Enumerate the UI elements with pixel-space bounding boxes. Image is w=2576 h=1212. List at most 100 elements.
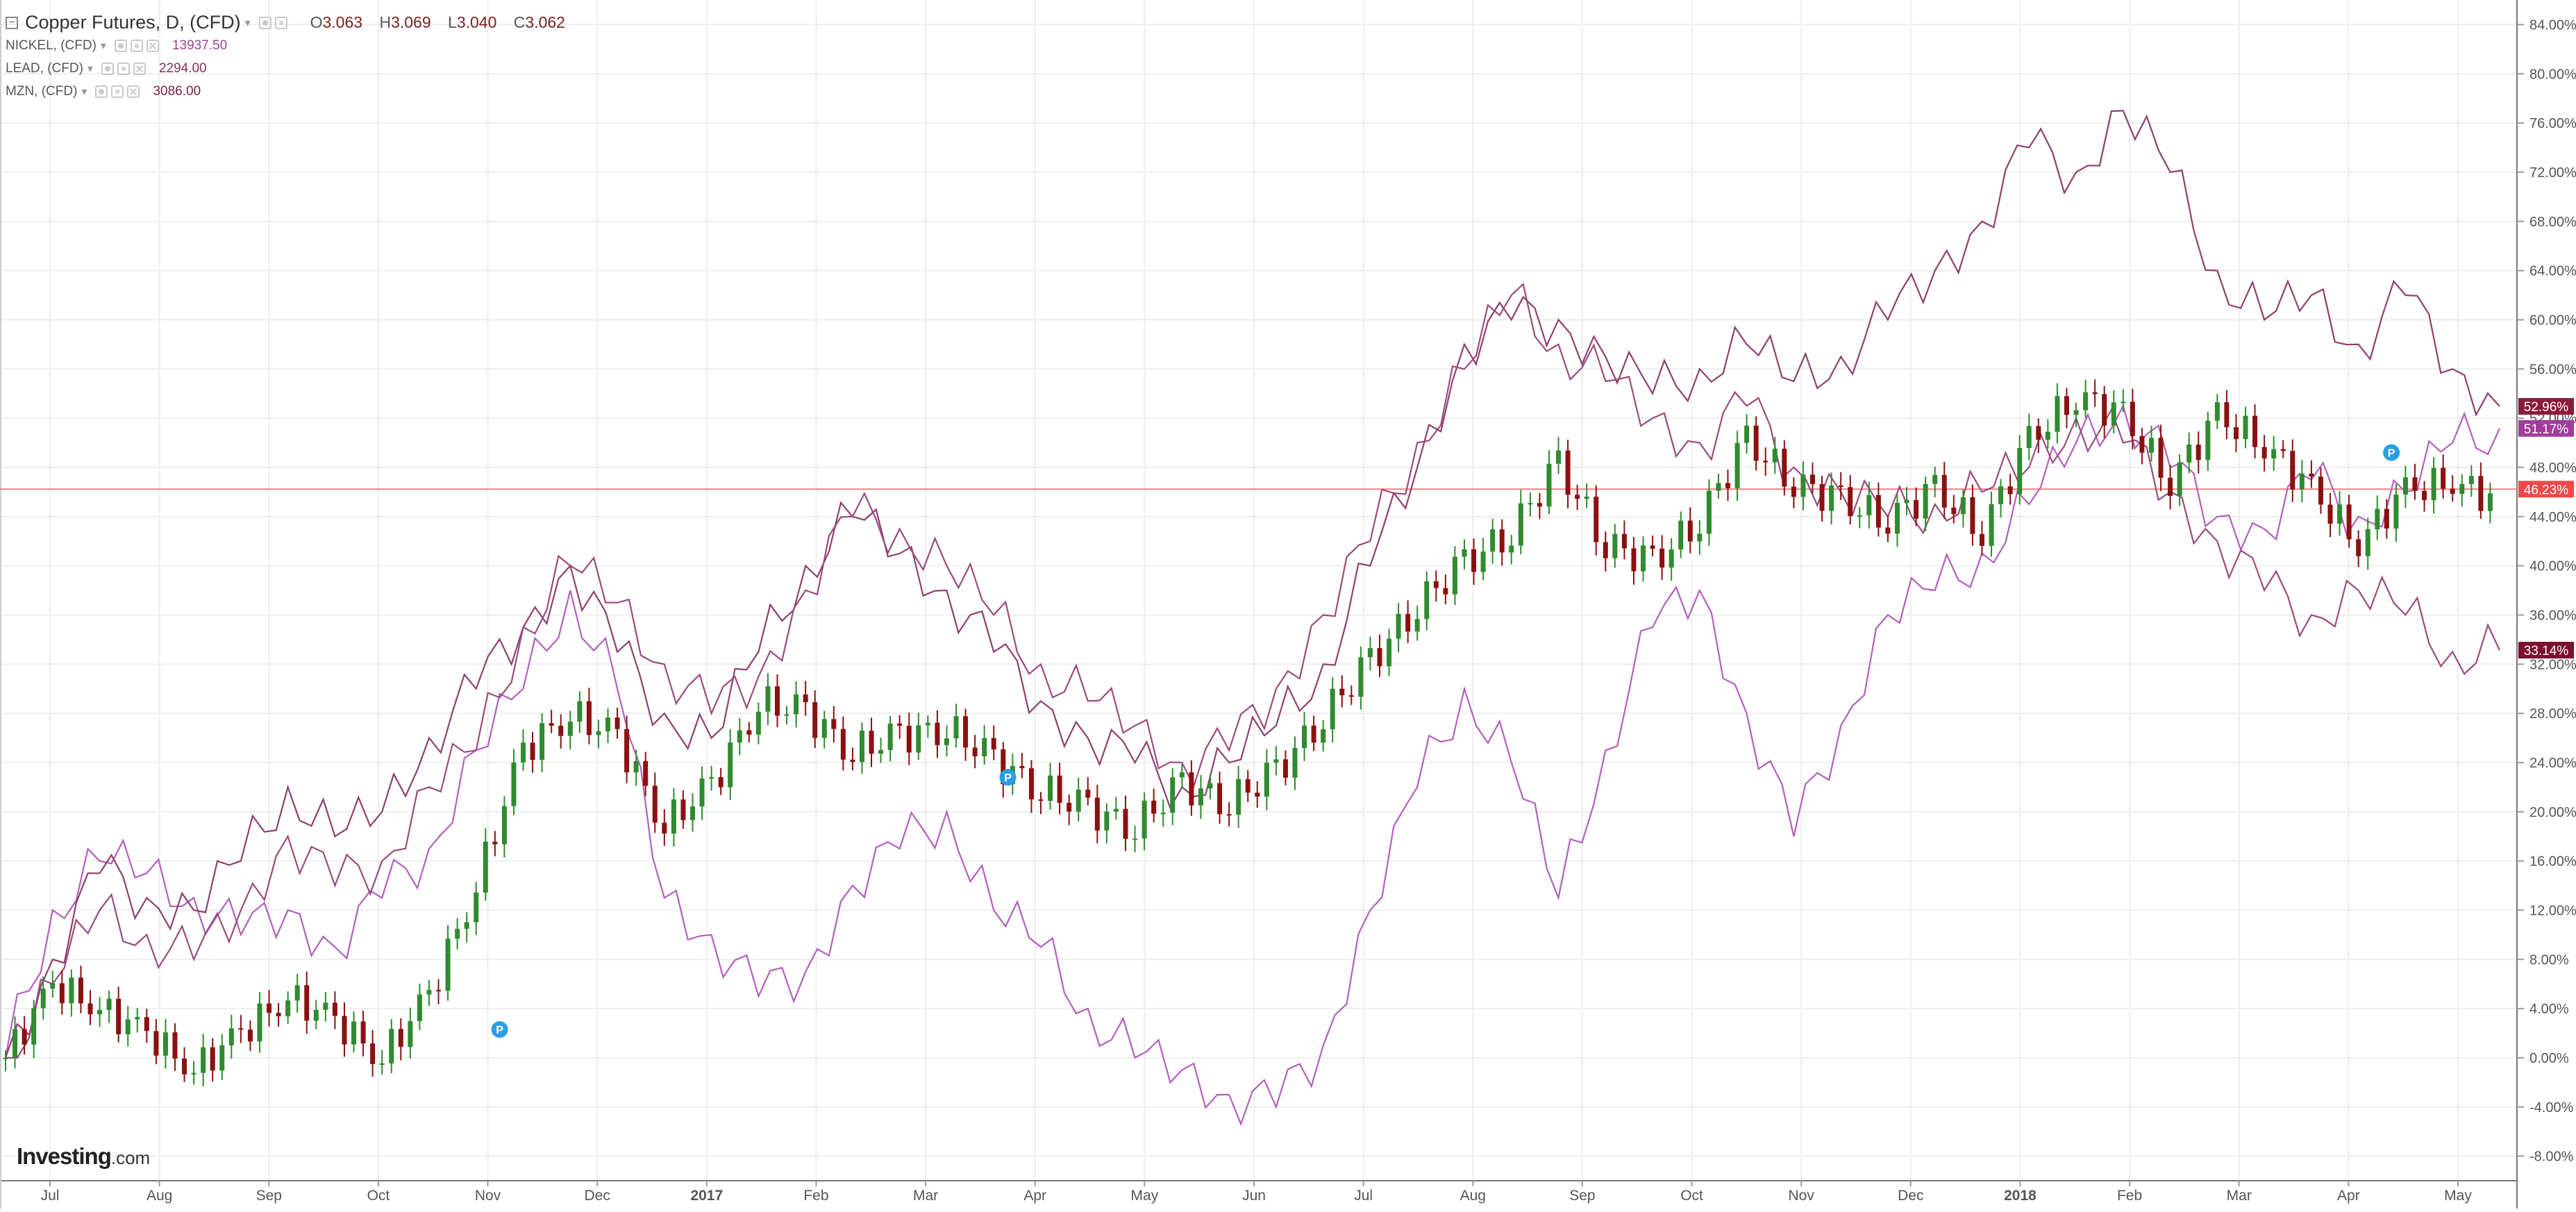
eye-icon[interactable]	[258, 16, 271, 29]
x-tick-label: Feb	[803, 1188, 828, 1204]
candle-down	[1875, 495, 1881, 528]
candle-up	[1330, 688, 1335, 729]
lead-symbol-label[interactable]: LEAD, (CFD)	[6, 60, 83, 76]
gear-icon[interactable]	[111, 85, 124, 98]
candle-up	[1857, 515, 1862, 517]
x-tick-label: Apr	[1023, 1188, 1046, 1204]
candle-up	[219, 1045, 225, 1071]
candle-down	[1941, 474, 1947, 508]
y-tick-label: 4.00%	[2529, 1002, 2569, 1017]
candle-up	[1829, 485, 1834, 511]
eye-icon[interactable]	[101, 62, 114, 75]
candle-down	[1094, 797, 1100, 831]
candle-down	[87, 1003, 93, 1015]
legend-row-lead: LEAD, (CFD) ▾ 2294.00	[6, 57, 565, 80]
candle-down	[624, 729, 630, 772]
candle-down	[614, 717, 620, 729]
candle-up	[351, 1021, 357, 1045]
candle-up	[689, 806, 695, 820]
candle-up	[1584, 497, 1589, 499]
legend-row-mzn: MZN, (CFD) ▾ 3086.00	[6, 80, 565, 103]
y-tick-label: 12.00%	[2529, 903, 2576, 918]
candle-up	[728, 742, 733, 788]
candle-up	[2148, 438, 2154, 453]
gear-icon[interactable]	[274, 16, 287, 29]
gear-icon[interactable]	[117, 62, 130, 75]
price-label-bg	[2518, 420, 2574, 437]
candle-down	[1621, 533, 1627, 549]
candle-down	[1565, 450, 1571, 495]
collapse-icon[interactable]: −	[6, 16, 18, 29]
candle-down	[2327, 504, 2333, 524]
x-tick-label: Mar	[913, 1188, 938, 1204]
candle-up	[257, 1003, 262, 1042]
chevron-down-icon[interactable]: ▾	[100, 40, 106, 52]
x-tick-label: Nov	[1789, 1188, 1815, 1204]
candle-up	[1668, 549, 1674, 568]
price-label: 52.96%	[2524, 400, 2569, 415]
candle-up	[671, 799, 676, 834]
candle-up	[2487, 493, 2493, 511]
candle-down	[1603, 542, 1608, 558]
main-symbol-label[interactable]: Copper Futures, D, (CFD)	[25, 12, 241, 33]
candle-up	[1273, 759, 1279, 763]
candle-up	[2073, 410, 2079, 415]
x-tick-label: Jul	[41, 1188, 60, 1204]
ohlc-open-key: O	[310, 13, 323, 31]
ohlc-low-value: 3.040	[456, 13, 497, 31]
mzn-symbol-label[interactable]: MZN, (CFD)	[6, 83, 78, 99]
eye-icon[interactable]	[114, 39, 127, 52]
x-tick-label: Jul	[1354, 1188, 1373, 1204]
candle-down	[2196, 445, 2201, 460]
candle-up	[2186, 445, 2192, 463]
candle-down	[1499, 529, 1505, 553]
chevron-down-icon[interactable]: ▾	[244, 17, 251, 29]
y-tick-label: 40.00%	[2529, 559, 2576, 574]
candle-up	[1706, 490, 1712, 534]
candle-down	[1575, 495, 1580, 499]
candle-down	[2158, 438, 2164, 478]
candle-up	[1800, 474, 1806, 497]
candle-up	[1509, 545, 1514, 553]
candle-down	[1631, 548, 1637, 572]
candle-up	[794, 694, 799, 715]
candle-down	[1019, 765, 1025, 769]
candle-down	[2290, 451, 2295, 490]
candle-up	[765, 686, 771, 712]
copper-candles	[3, 379, 2493, 1087]
chevron-down-icon[interactable]: ▾	[87, 63, 93, 75]
close-icon[interactable]	[146, 39, 159, 52]
candle-up	[379, 1063, 385, 1065]
nickel-symbol-label[interactable]: NICKEL, (CFD)	[6, 38, 97, 53]
y-tick-label: 80.00%	[2529, 67, 2576, 82]
x-tick-label: Dec	[1898, 1188, 1923, 1204]
candle-up	[887, 723, 893, 750]
candle-down	[662, 822, 667, 834]
candle-up	[1367, 648, 1373, 658]
close-icon[interactable]	[127, 85, 140, 98]
gear-icon[interactable]	[130, 39, 143, 52]
candle-down	[1038, 799, 1044, 801]
chevron-down-icon[interactable]: ▾	[81, 85, 87, 98]
close-icon[interactable]	[133, 62, 146, 75]
ohlc-low-key: L	[448, 13, 457, 31]
candle-down	[2318, 476, 2323, 505]
candle-up	[474, 893, 479, 922]
eye-icon[interactable]	[95, 85, 108, 98]
candle-down	[1433, 581, 1439, 588]
candle-down	[812, 702, 818, 738]
candle-up	[2121, 401, 2126, 404]
candle-up	[191, 1072, 196, 1074]
candle-up	[1141, 800, 1147, 839]
candle-down	[1255, 792, 1260, 797]
candle-down	[276, 1013, 281, 1017]
candle-down	[1245, 779, 1251, 793]
candle-down	[1791, 486, 1796, 497]
candle-down	[1189, 772, 1194, 806]
candle-down	[267, 1003, 272, 1013]
candle-down	[2450, 488, 2455, 495]
candle-down	[238, 1028, 244, 1030]
candle-up	[1302, 725, 1307, 748]
